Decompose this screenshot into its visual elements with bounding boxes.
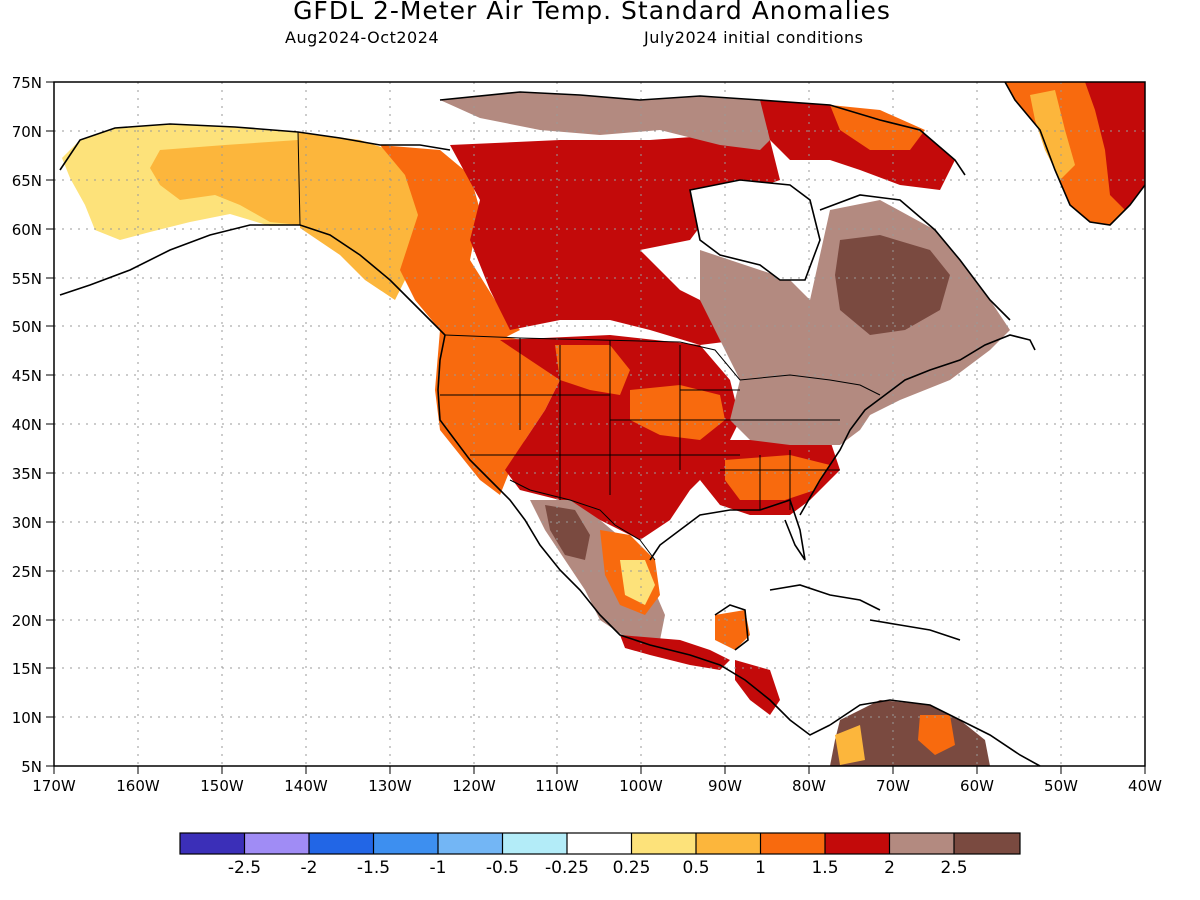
legend-swatch bbox=[244, 833, 309, 854]
lat-label: 5N bbox=[21, 758, 42, 776]
region-baffin-orange bbox=[830, 105, 925, 150]
forecast-period: Aug2024-Oct2024 bbox=[285, 28, 440, 47]
legend-label: 1 bbox=[755, 858, 766, 878]
lon-label: 50W bbox=[1044, 777, 1078, 795]
lat-label: 10N bbox=[12, 709, 42, 727]
legend-swatch bbox=[309, 833, 374, 854]
legend-swatch bbox=[438, 833, 503, 854]
region-labrador-core bbox=[835, 235, 950, 335]
legend-swatch bbox=[696, 833, 761, 854]
region-yucatan bbox=[715, 610, 750, 650]
anomaly-field bbox=[62, 82, 1145, 766]
legend-label: 2 bbox=[884, 858, 895, 878]
legend-swatch bbox=[760, 833, 825, 854]
region-eastern-us bbox=[730, 380, 880, 445]
region-south-america-orange bbox=[918, 715, 955, 755]
lat-ticks bbox=[46, 81, 54, 767]
lat-label: 40N bbox=[12, 416, 42, 434]
lon-axis: 170W 160W 150W 140W 130W 120W 110W 100W … bbox=[32, 777, 1162, 795]
region-greenland-west bbox=[1030, 90, 1075, 180]
legend-swatch bbox=[631, 833, 696, 854]
legend-label: 2.5 bbox=[940, 858, 967, 878]
legend-label: -2.5 bbox=[228, 858, 261, 878]
legend-swatch bbox=[954, 833, 1020, 854]
lat-label: 65N bbox=[12, 172, 42, 190]
lon-label: 140W bbox=[284, 777, 328, 795]
lon-label: 160W bbox=[116, 777, 160, 795]
legend-label: -0.25 bbox=[545, 858, 589, 878]
color-bar bbox=[179, 832, 1021, 855]
region-arctic-islands bbox=[440, 92, 780, 150]
region-alaska-interior bbox=[150, 140, 300, 225]
initial-conditions: July2024 initial conditions bbox=[644, 28, 864, 47]
lat-label: 75N bbox=[12, 74, 42, 92]
region-southwest-orange bbox=[465, 400, 525, 470]
region-midwest-orange bbox=[630, 385, 725, 440]
region-western-canada bbox=[380, 145, 520, 340]
lon-label: 100W bbox=[619, 777, 663, 795]
legend-label: -1 bbox=[430, 858, 447, 878]
legend-swatch bbox=[889, 833, 954, 854]
region-southeast-orange bbox=[725, 455, 830, 500]
lon-label: 120W bbox=[452, 777, 496, 795]
lon-label: 150W bbox=[200, 777, 244, 795]
legend-swatch bbox=[373, 833, 438, 854]
lon-label: 40W bbox=[1128, 777, 1162, 795]
lat-label: 35N bbox=[12, 465, 42, 483]
lat-label: 45N bbox=[12, 367, 42, 385]
legend-label: 0.25 bbox=[613, 858, 651, 878]
legend-swatch bbox=[180, 833, 245, 854]
region-plains-orange bbox=[555, 345, 630, 395]
legend-label: 0.5 bbox=[682, 858, 709, 878]
region-mexico-dark bbox=[545, 505, 590, 560]
legend-swatch bbox=[502, 833, 567, 854]
legend-label: -2 bbox=[301, 858, 318, 878]
region-greenland-east bbox=[1085, 82, 1145, 210]
legend-labels: -2.5 -2 -1.5 -1 -0.5 -0.25 0.25 0.5 1 1.… bbox=[228, 858, 968, 878]
lat-label: 70N bbox=[12, 123, 42, 141]
legend-label: 1.5 bbox=[811, 858, 838, 878]
lat-label: 25N bbox=[12, 563, 42, 581]
lat-label: 20N bbox=[12, 612, 42, 630]
lon-label: 70W bbox=[876, 777, 910, 795]
lon-label: 170W bbox=[32, 777, 76, 795]
lon-label: 90W bbox=[708, 777, 742, 795]
borders bbox=[297, 131, 881, 561]
region-colombia-yellow bbox=[835, 725, 865, 765]
lon-label: 80W bbox=[792, 777, 826, 795]
lat-axis: 75N 70N 65N 60N 55N 50N 45N 40N 35N 30N … bbox=[12, 74, 42, 776]
graticule bbox=[54, 82, 1145, 766]
coastlines bbox=[59, 81, 1146, 767]
lon-label: 60W bbox=[960, 777, 994, 795]
lon-ticks bbox=[53, 766, 1146, 774]
lon-label: 110W bbox=[535, 777, 579, 795]
region-central-america bbox=[735, 660, 780, 715]
legend-swatch bbox=[825, 833, 890, 854]
region-central-canada bbox=[450, 135, 780, 345]
map-title: GFDL 2-Meter Air Temp. Standard Anomalie… bbox=[293, 0, 891, 25]
lon-label: 130W bbox=[368, 777, 412, 795]
lat-label: 15N bbox=[12, 660, 42, 678]
legend-label: -1.5 bbox=[357, 858, 390, 878]
legend-label: -0.5 bbox=[486, 858, 519, 878]
legend-swatch bbox=[567, 833, 632, 854]
lat-label: 55N bbox=[12, 270, 42, 288]
lat-label: 60N bbox=[12, 221, 42, 239]
lat-label: 50N bbox=[12, 318, 42, 336]
lat-label: 30N bbox=[12, 514, 42, 532]
